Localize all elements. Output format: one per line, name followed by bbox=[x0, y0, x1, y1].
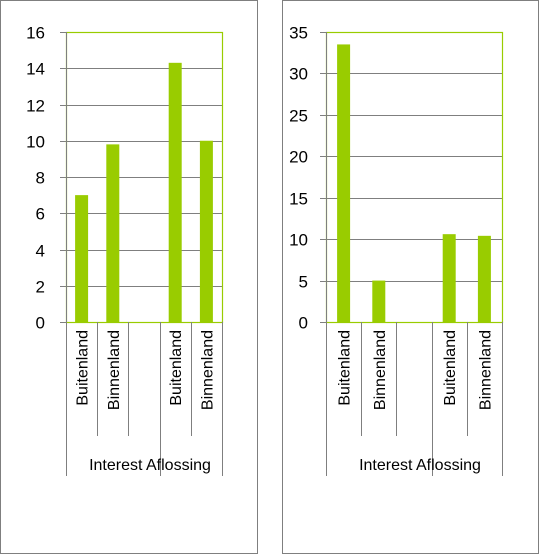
category-label: Binnenland bbox=[199, 330, 216, 410]
bar bbox=[372, 280, 386, 322]
y-tick-label: 14 bbox=[26, 60, 45, 79]
bar bbox=[337, 44, 351, 323]
y-tick-label: 35 bbox=[289, 24, 308, 43]
chart-right-panel: 0 5 10 15 20 25 30 35 Buitenland Binnenland Buiten… bbox=[282, 0, 539, 554]
bar bbox=[477, 235, 491, 322]
bar bbox=[168, 62, 182, 322]
category-label: Binnenland bbox=[477, 330, 494, 410]
bar bbox=[75, 195, 89, 322]
y-tick-label: 2 bbox=[36, 278, 45, 297]
group-label: Interest Aflossing bbox=[89, 457, 211, 474]
category-label: Binnenland bbox=[106, 330, 123, 410]
y-tick-label: 6 bbox=[36, 205, 45, 224]
y-tick-label: 30 bbox=[289, 65, 308, 84]
y-tick-label: 10 bbox=[289, 231, 308, 250]
y-tick-label: 0 bbox=[36, 314, 45, 333]
group-label: Interest Aflossing bbox=[359, 457, 481, 474]
y-tick-label: 4 bbox=[36, 242, 45, 261]
category-label: Buitenland bbox=[442, 330, 459, 406]
y-tick-label: 10 bbox=[26, 133, 45, 152]
chart-frame bbox=[0, 0, 258, 554]
chart-right: 0 5 10 15 20 25 30 35 Buitenland Binnenland Buiten… bbox=[282, 0, 539, 554]
y-tick-label: 16 bbox=[26, 24, 45, 43]
chart-frame bbox=[282, 0, 539, 554]
bar bbox=[199, 140, 213, 322]
chart-left-panel: 0 2 4 6 8 10 12 14 16 Buitenland Binnenland Buitenl… bbox=[0, 0, 258, 554]
y-tick-label: 5 bbox=[299, 273, 308, 292]
y-tick-label: 15 bbox=[289, 190, 308, 209]
bar bbox=[106, 144, 120, 322]
category-label: Buitenland bbox=[168, 330, 185, 406]
category-label: Buitenland bbox=[75, 330, 92, 406]
category-label: Binnenland bbox=[372, 330, 389, 410]
y-tick-label: 20 bbox=[289, 148, 308, 167]
y-tick-label: 8 bbox=[36, 169, 45, 188]
y-tick-label: 0 bbox=[299, 314, 308, 333]
y-tick-label: 25 bbox=[289, 107, 308, 126]
category-label: Buitenland bbox=[337, 330, 354, 406]
bar bbox=[442, 234, 456, 322]
chart-left: 0 2 4 6 8 10 12 14 16 Buitenland Binnenland Buitenl… bbox=[0, 0, 258, 554]
y-tick-label: 12 bbox=[26, 97, 45, 116]
